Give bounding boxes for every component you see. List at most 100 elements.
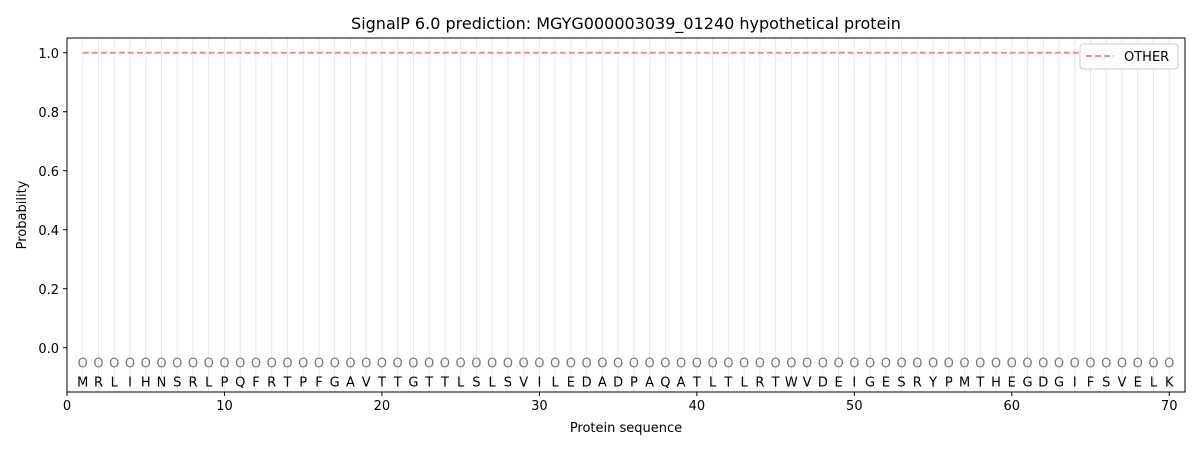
label-mark: O [1164, 357, 1174, 372]
residue-label: T [282, 375, 291, 390]
residue-label: F [1087, 375, 1094, 390]
x-tick-label: 40 [689, 399, 706, 414]
residue-label: R [755, 375, 764, 390]
label-mark: O [550, 357, 560, 372]
residue-label: G [865, 375, 875, 390]
legend: OTHER [1079, 43, 1179, 70]
residue-label: P [221, 375, 229, 390]
residue-label: L [205, 375, 213, 390]
label-mark: O [1070, 357, 1080, 372]
label-mark: O [534, 357, 544, 372]
residue-label: T [393, 375, 402, 390]
residue-label: F [315, 375, 322, 390]
label-mark: O [1133, 357, 1143, 372]
residue-label: S [173, 375, 181, 390]
plot-frame [66, 37, 1186, 393]
label-mark: O [975, 357, 985, 372]
residue-label: M [77, 375, 88, 390]
residue-label: M [959, 375, 970, 390]
label-mark: O [109, 357, 119, 372]
label-mark: O [503, 357, 513, 372]
label-mark: O [267, 357, 277, 372]
x-tick-label: 60 [1004, 399, 1021, 414]
residue-label: W [785, 375, 798, 390]
residue-label: D [1038, 375, 1048, 390]
residue-label: D [613, 375, 623, 390]
label-mark: O [896, 357, 906, 372]
residue-label: L [489, 375, 497, 390]
y-tick-label: 0.0 [38, 342, 59, 357]
residue-label: I [537, 375, 541, 390]
label-mark: O [833, 357, 843, 372]
residue-label: T [692, 375, 701, 390]
residue-label: P [630, 375, 638, 390]
label-mark: O [1022, 357, 1032, 372]
residue-label: R [267, 375, 276, 390]
residue-label: L [552, 375, 560, 390]
residue-label: V [1118, 375, 1127, 390]
x-tick-label: 20 [374, 399, 391, 414]
residue-label: L [709, 375, 717, 390]
residue-label: L [111, 375, 119, 390]
label-mark: O [219, 357, 229, 372]
label-mark: O [393, 357, 403, 372]
residue-label: V [362, 375, 371, 390]
residue-label: E [834, 375, 842, 390]
residue-label: I [852, 375, 856, 390]
label-mark: O [377, 357, 387, 372]
residue-label: T [377, 375, 386, 390]
label-mark: O [692, 357, 702, 372]
residue-label: S [897, 375, 905, 390]
label-mark: O [456, 357, 466, 372]
y-tick-label: 0.8 [38, 106, 59, 121]
residue-label: E [567, 375, 575, 390]
label-mark: O [881, 357, 891, 372]
residue-label: G [1054, 375, 1064, 390]
label-mark: O [251, 357, 261, 372]
label-mark: O [1054, 357, 1064, 372]
y-tick-label: 0.2 [38, 283, 59, 298]
label-mark: O [786, 357, 796, 372]
residue-label: L [740, 375, 748, 390]
label-mark: O [408, 357, 418, 372]
label-mark: O [424, 357, 434, 372]
label-mark: O [1038, 357, 1048, 372]
label-mark: O [928, 357, 938, 372]
label-mark: O [1085, 357, 1095, 372]
label-mark: O [944, 357, 954, 372]
residue-label: A [598, 375, 607, 390]
label-mark: O [582, 357, 592, 372]
residue-label: F [252, 375, 259, 390]
residue-label: V [519, 375, 528, 390]
label-mark: O [156, 357, 166, 372]
residue-label: G [408, 375, 418, 390]
residue-label: E [882, 375, 890, 390]
label-mark: O [188, 357, 198, 372]
label-mark: O [597, 357, 607, 372]
residue-label: L [457, 375, 465, 390]
residue-label: E [1134, 375, 1142, 390]
residue-label: R [94, 375, 103, 390]
y-tick-label: 0.4 [38, 224, 59, 239]
label-mark: O [471, 357, 481, 372]
x-tick-label: 0 [63, 399, 71, 414]
residue-label: N [157, 375, 167, 390]
x-tick-label: 50 [846, 399, 863, 414]
residue-label: S [472, 375, 480, 390]
label-mark: O [78, 357, 88, 372]
label-mark: O [1007, 357, 1017, 372]
residue-label: R [188, 375, 197, 390]
label-mark: O [959, 357, 969, 372]
label-mark: O [755, 357, 765, 372]
x-tick-label: 30 [531, 399, 548, 414]
residue-label: G [330, 375, 340, 390]
x-tick-label: 70 [1161, 399, 1178, 414]
residue-label: E [1008, 375, 1016, 390]
label-mark: O [298, 357, 308, 372]
legend-label-other: OTHER [1124, 50, 1169, 65]
label-mark: O [235, 357, 245, 372]
residue-label: A [677, 375, 686, 390]
label-mark: O [566, 357, 576, 372]
label-mark: O [125, 357, 135, 372]
